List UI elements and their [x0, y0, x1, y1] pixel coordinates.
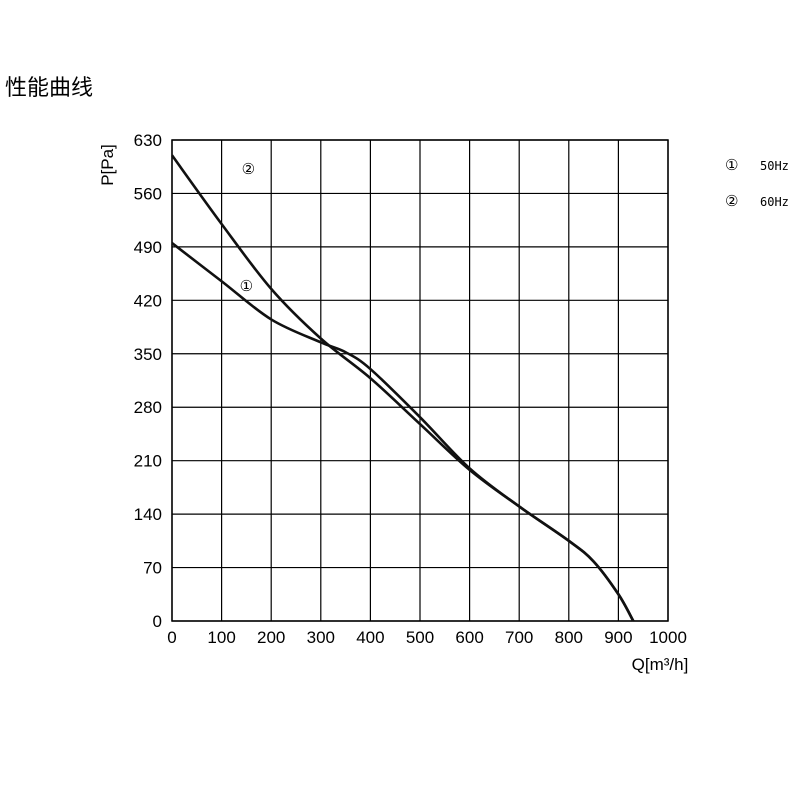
x-tick-label: 1000: [649, 628, 687, 647]
x-tick-label: 300: [307, 628, 335, 647]
x-tick-label: 100: [207, 628, 235, 647]
y-tick-label: 70: [143, 559, 162, 578]
curve-label: ②: [242, 160, 255, 178]
curve-label: ①: [240, 277, 253, 295]
y-tick-label: 0: [153, 612, 162, 631]
y-tick-label: 280: [134, 398, 162, 417]
legend-symbol: ①: [725, 156, 738, 174]
line: [170, 154, 635, 622]
chart-title: 性能曲线: [5, 76, 93, 101]
legend-label: 50Hz: [760, 159, 789, 173]
x-tick-label: 900: [604, 628, 632, 647]
legend-symbol: ②: [725, 192, 738, 210]
x-tick-label: 700: [505, 628, 533, 647]
x-tick-label: 400: [356, 628, 384, 647]
x-axis-label: Q[m³/h]: [632, 655, 689, 674]
legend-label: 60Hz: [760, 195, 789, 209]
y-tick-label: 630: [134, 131, 162, 150]
y-axis-label: P[Pa]: [98, 144, 117, 186]
plot-frame: [171, 139, 669, 622]
y-tick-label: 490: [134, 238, 162, 257]
x-tick-label: 200: [257, 628, 285, 647]
y-tick-label: 210: [134, 452, 162, 471]
x-tick-label: 600: [455, 628, 483, 647]
y-tick-label: 420: [134, 291, 162, 310]
x-tick-label: 800: [555, 628, 583, 647]
y-tick-label: 560: [134, 184, 162, 203]
y-tick-label: 140: [134, 505, 162, 524]
y-tick-label: 350: [134, 345, 162, 364]
x-tick-label: 0: [167, 628, 176, 647]
x-tick-label: 500: [406, 628, 434, 647]
